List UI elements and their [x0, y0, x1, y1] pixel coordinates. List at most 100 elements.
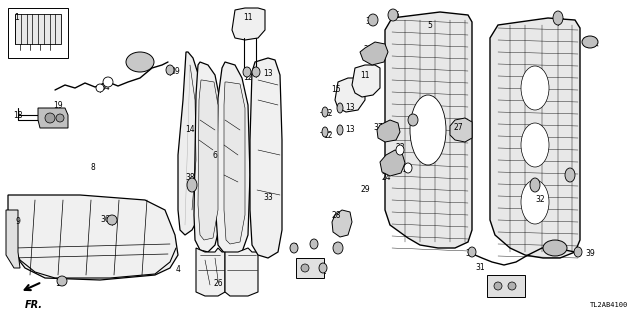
Text: 7: 7: [312, 241, 317, 250]
Polygon shape: [352, 65, 380, 97]
Ellipse shape: [322, 107, 328, 117]
Text: 19: 19: [53, 100, 63, 109]
Text: 30: 30: [495, 278, 505, 287]
Ellipse shape: [301, 264, 309, 272]
Text: 8: 8: [91, 163, 95, 172]
Ellipse shape: [530, 178, 540, 192]
Bar: [296, 258, 324, 278]
Ellipse shape: [45, 113, 55, 123]
Text: 37: 37: [373, 123, 383, 132]
Ellipse shape: [166, 65, 174, 75]
Text: 21: 21: [364, 45, 372, 54]
Polygon shape: [198, 80, 218, 240]
Polygon shape: [360, 42, 388, 65]
Text: FR.: FR.: [25, 300, 43, 310]
Text: 38: 38: [332, 244, 342, 252]
Text: 24: 24: [381, 173, 391, 182]
Ellipse shape: [57, 276, 67, 286]
Text: 40: 40: [553, 13, 563, 22]
Text: 2: 2: [322, 267, 326, 276]
Text: 6: 6: [212, 150, 218, 159]
Ellipse shape: [553, 11, 563, 25]
Text: 29: 29: [360, 186, 370, 195]
Ellipse shape: [337, 103, 343, 113]
Ellipse shape: [333, 242, 343, 254]
Polygon shape: [332, 210, 352, 237]
Text: 12: 12: [243, 74, 253, 83]
Text: 11: 11: [360, 70, 370, 79]
Text: 11: 11: [243, 13, 253, 22]
Text: 35: 35: [408, 116, 418, 124]
Text: 28: 28: [332, 211, 340, 220]
Text: 25: 25: [402, 165, 412, 174]
Text: 38: 38: [185, 173, 195, 182]
Text: 20: 20: [143, 58, 153, 67]
Text: 3: 3: [292, 244, 298, 252]
Polygon shape: [232, 8, 265, 40]
Polygon shape: [196, 248, 225, 296]
Ellipse shape: [404, 163, 412, 173]
Text: 1: 1: [15, 13, 19, 22]
Text: 27: 27: [453, 124, 463, 132]
Ellipse shape: [521, 66, 549, 110]
Text: 22: 22: [381, 161, 391, 170]
Polygon shape: [38, 108, 68, 128]
Text: 35: 35: [565, 171, 575, 180]
Ellipse shape: [103, 77, 113, 87]
Text: 36: 36: [100, 215, 110, 225]
Polygon shape: [385, 12, 472, 248]
Ellipse shape: [468, 247, 476, 257]
Text: 14: 14: [185, 125, 195, 134]
Ellipse shape: [410, 95, 446, 165]
Ellipse shape: [187, 178, 197, 192]
Polygon shape: [6, 210, 20, 268]
Ellipse shape: [337, 125, 343, 135]
Polygon shape: [335, 78, 365, 112]
Polygon shape: [490, 18, 580, 258]
Ellipse shape: [126, 52, 154, 72]
Polygon shape: [216, 62, 250, 256]
Text: 13: 13: [345, 125, 355, 134]
Text: 13: 13: [263, 68, 273, 77]
Ellipse shape: [319, 263, 327, 273]
Text: 9: 9: [15, 218, 20, 227]
Text: 35: 35: [365, 18, 375, 27]
Polygon shape: [380, 150, 405, 176]
Ellipse shape: [368, 14, 378, 26]
Ellipse shape: [508, 282, 516, 290]
Ellipse shape: [574, 247, 582, 257]
Text: 16: 16: [303, 259, 313, 268]
Text: 39: 39: [170, 68, 180, 76]
Ellipse shape: [310, 239, 318, 249]
Ellipse shape: [290, 243, 298, 253]
Ellipse shape: [408, 114, 418, 126]
Text: 5: 5: [428, 20, 433, 29]
Text: 34: 34: [465, 249, 475, 258]
Text: 35: 35: [530, 180, 540, 189]
Text: 32: 32: [535, 196, 545, 204]
Ellipse shape: [243, 67, 251, 77]
Text: 35: 35: [390, 11, 400, 20]
Text: 17: 17: [585, 41, 595, 50]
Text: 12: 12: [323, 131, 333, 140]
Ellipse shape: [396, 145, 404, 155]
Polygon shape: [224, 82, 245, 244]
Ellipse shape: [107, 215, 117, 225]
Text: 15: 15: [331, 85, 341, 94]
Text: 10: 10: [55, 278, 65, 287]
Ellipse shape: [56, 114, 64, 122]
Text: 20: 20: [552, 244, 562, 252]
Text: 18: 18: [13, 110, 23, 119]
Polygon shape: [225, 248, 258, 296]
Ellipse shape: [252, 67, 260, 77]
Polygon shape: [377, 120, 400, 142]
Text: 12: 12: [323, 108, 333, 117]
Polygon shape: [250, 58, 282, 258]
Bar: [8, 8, 68, 58]
Ellipse shape: [582, 36, 598, 48]
Ellipse shape: [96, 84, 104, 92]
Text: 26: 26: [213, 278, 223, 287]
Text: 34: 34: [100, 84, 110, 92]
Ellipse shape: [521, 123, 549, 167]
Text: 23: 23: [395, 143, 405, 153]
